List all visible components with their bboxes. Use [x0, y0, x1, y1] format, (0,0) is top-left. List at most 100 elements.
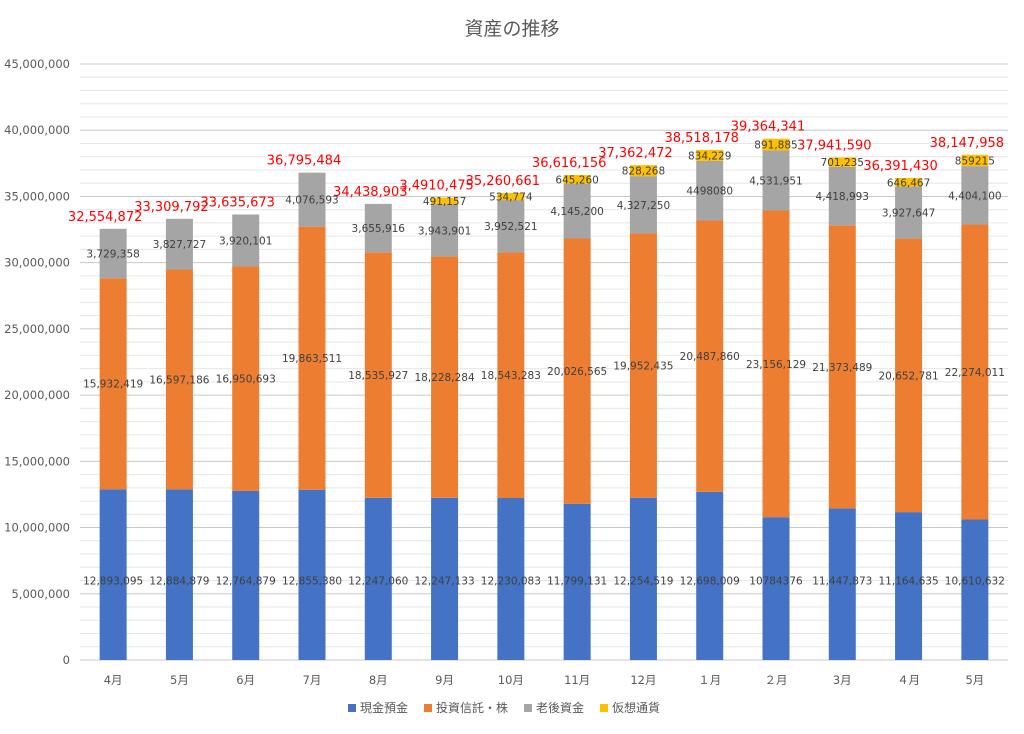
- bar-segment: [165, 269, 193, 490]
- bar-segment: [762, 210, 790, 518]
- data-label: 11,799,131: [547, 576, 607, 588]
- bar-segment: [762, 517, 790, 660]
- total-label: 32,554,872: [68, 210, 142, 225]
- bar-segment: [298, 489, 326, 660]
- data-label: 18,535,927: [348, 370, 408, 382]
- bar-segment: [99, 278, 127, 490]
- data-label: 701,235: [821, 157, 864, 169]
- bar-segment: [364, 203, 392, 253]
- bar-segment: [696, 160, 724, 221]
- data-label: 891,885: [754, 140, 797, 152]
- bar-segment: [629, 497, 657, 660]
- bar-segment: [99, 228, 127, 279]
- total-label: 34,438,903: [333, 185, 407, 200]
- data-label: 12,247,060: [348, 576, 408, 588]
- data-label: 4498080: [686, 186, 733, 198]
- data-label: 3,943,901: [418, 225, 471, 237]
- bar-segment: [895, 178, 923, 187]
- data-label: 20,026,565: [547, 366, 607, 378]
- x-tick-label: 5月: [965, 673, 984, 687]
- y-tick-label: 10,000,000: [4, 521, 70, 535]
- y-tick-label: 45,000,000: [4, 57, 70, 71]
- bar-segment: [99, 489, 127, 660]
- legend-swatch: [524, 704, 532, 712]
- chart-title: 資産の推移: [464, 18, 560, 40]
- total-label: 38,518,178: [664, 131, 738, 146]
- data-label: 11,447,873: [812, 576, 872, 588]
- data-label: 3,952,521: [484, 221, 537, 233]
- y-tick-label: 20,000,000: [4, 388, 70, 402]
- y-tick-label: 0: [63, 653, 70, 667]
- data-label: 12,893,095: [83, 576, 143, 588]
- x-tick-label: 7月: [303, 673, 322, 687]
- total-label: 36,616,156: [532, 156, 606, 171]
- bar-segment: [431, 204, 459, 257]
- y-tick-label: 40,000,000: [4, 123, 70, 137]
- data-label: 834,229: [688, 150, 731, 162]
- data-label: 4,076,593: [285, 195, 338, 207]
- bar-segment: [563, 175, 591, 184]
- bar-segment: [364, 497, 392, 660]
- data-label: 3,729,358: [86, 249, 139, 261]
- data-label: 3,920,101: [219, 235, 272, 247]
- data-label: 859215: [955, 155, 995, 167]
- data-label: 534,774: [489, 192, 533, 204]
- total-label: 36,391,430: [863, 159, 937, 174]
- x-tick-label: 3月: [833, 673, 852, 687]
- data-label: 23,156,129: [746, 359, 806, 371]
- x-tick-label: 10月: [498, 673, 524, 687]
- bar-segment: [629, 233, 657, 498]
- total-label: 33,635,673: [200, 196, 274, 211]
- data-label: 3,655,916: [352, 223, 406, 235]
- bar-segment: [828, 166, 856, 226]
- legend-swatch: [348, 704, 356, 712]
- data-label: 16,950,693: [216, 374, 276, 386]
- bar-segment: [828, 508, 856, 660]
- data-label: 20,652,781: [879, 370, 939, 382]
- data-label: 645,260: [555, 174, 598, 186]
- data-label: 12,230,083: [481, 576, 541, 588]
- bar-segment: [232, 266, 260, 491]
- bar-segment: [563, 183, 591, 239]
- bar-segment: [696, 491, 724, 660]
- total-label: 38,147,958: [930, 136, 1004, 151]
- total-label: 37,362,472: [598, 146, 672, 161]
- x-tick-label: 4月: [104, 673, 123, 687]
- data-label: 491,157: [423, 196, 466, 208]
- data-label: 4,145,200: [550, 206, 603, 218]
- bar-segment: [629, 165, 657, 177]
- total-label: 37,941,590: [797, 138, 871, 153]
- x-tick-label: ４月: [897, 673, 920, 687]
- bar-segment: [895, 238, 923, 513]
- bar-segment: [762, 150, 790, 211]
- x-tick-label: ２月: [765, 673, 788, 687]
- bar-segment: [629, 176, 657, 234]
- data-label: 19,863,511: [282, 353, 342, 365]
- bar-segment: [696, 149, 724, 161]
- total-label: 3,4910,475: [399, 179, 473, 194]
- data-label: 3,927,647: [882, 208, 935, 220]
- bar-segment: [563, 503, 591, 660]
- bar-segment: [961, 224, 989, 520]
- bar-segment: [232, 490, 260, 660]
- data-label: 12,855,380: [282, 576, 342, 588]
- data-label: 646,467: [887, 177, 930, 189]
- y-tick-label: 5,000,000: [11, 587, 70, 601]
- total-label: 39,364,341: [731, 120, 805, 135]
- bar-segment: [497, 252, 525, 499]
- bar-segment: [696, 220, 724, 492]
- legend-label: 投資信託・株: [436, 700, 508, 715]
- bar-segment: [828, 157, 856, 167]
- y-tick-label: 35,000,000: [4, 189, 70, 203]
- x-tick-label: 9月: [435, 673, 454, 687]
- data-label: 3,827,727: [153, 239, 206, 251]
- bar-segment: [828, 225, 856, 509]
- bar-segment: [497, 498, 525, 660]
- data-label: 12,247,133: [415, 576, 475, 588]
- bar-segment: [431, 497, 459, 660]
- data-label: 12,884,879: [149, 576, 209, 588]
- data-label: 828,268: [622, 166, 665, 178]
- bar-segment: [961, 519, 989, 660]
